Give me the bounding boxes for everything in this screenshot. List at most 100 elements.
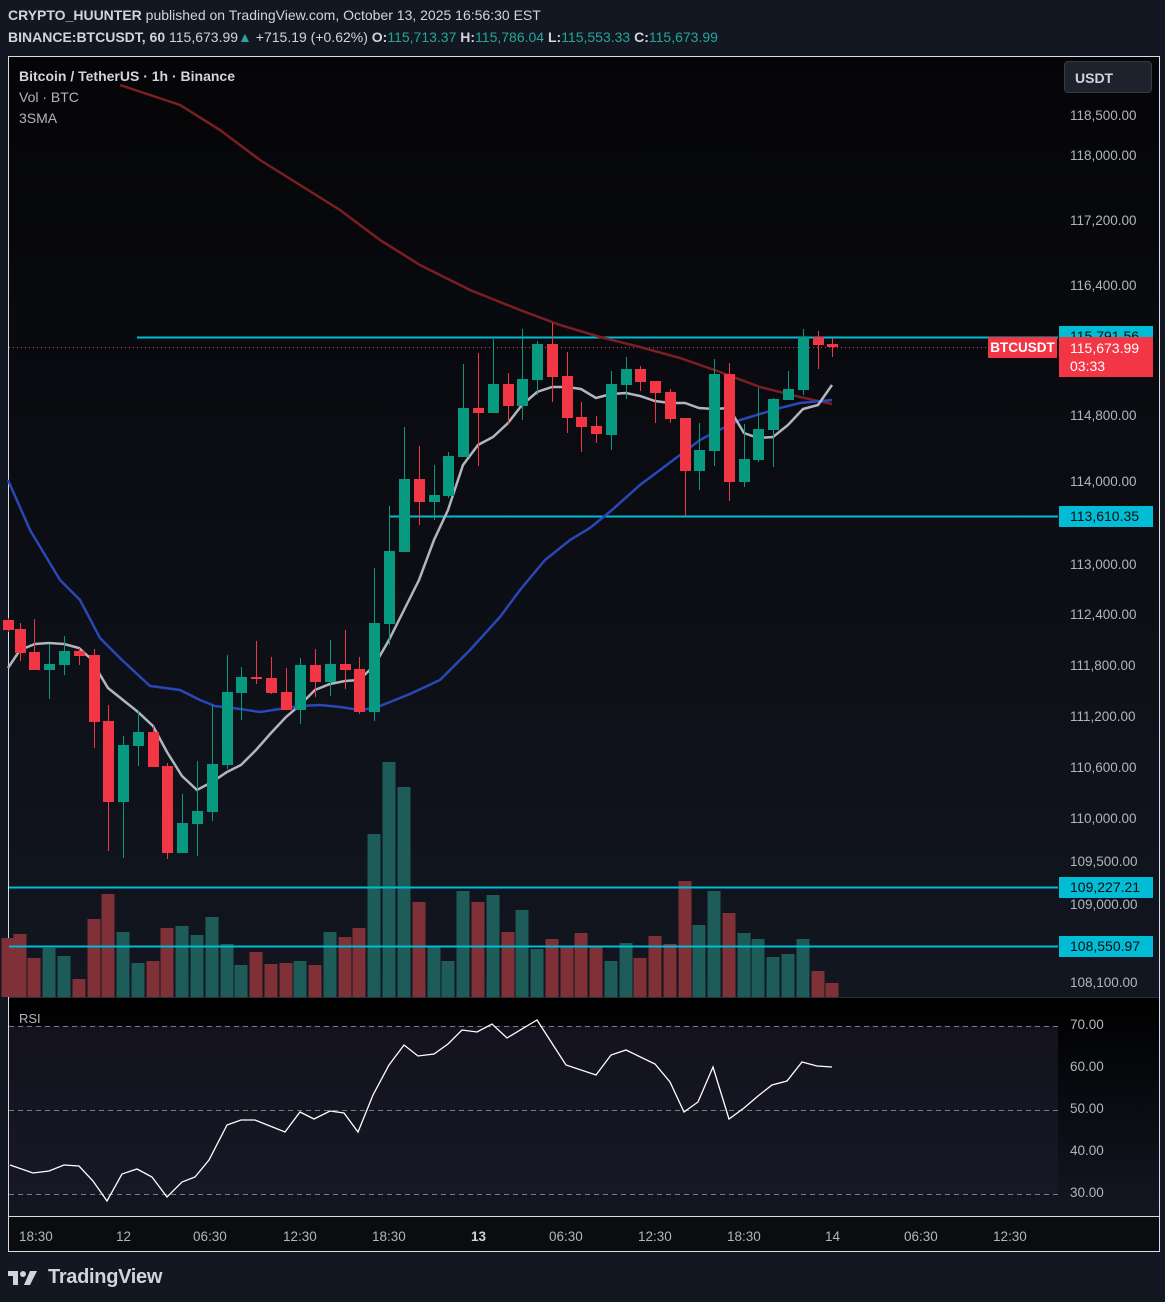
price-axis-label: 110,600.00 (1070, 760, 1137, 775)
candle-body (635, 369, 646, 382)
volume-bar (175, 926, 189, 997)
low-label: L: (547, 29, 562, 45)
volume-bar (825, 983, 839, 997)
bar-countdown: 03:33 (1070, 358, 1106, 374)
legend-volume[interactable]: Vol · BTC (19, 89, 79, 105)
volume-bar (367, 834, 381, 997)
candle-body (266, 678, 277, 693)
volume-bar (663, 944, 677, 997)
candle-body (621, 369, 632, 385)
open-label: O: (371, 29, 388, 45)
publisher-name[interactable]: CRYPTO_HUUNTER (8, 7, 142, 23)
volume-bar (42, 948, 56, 997)
tradingview-logo[interactable]: TradingView (8, 1266, 162, 1289)
candle-body (118, 745, 129, 802)
current-price-value: 115,673.99 (1070, 340, 1140, 356)
candle-body (783, 389, 794, 400)
volume-bar (27, 958, 41, 997)
volume-bar (456, 891, 470, 997)
price-axis-label: 112,400.00 (1070, 607, 1137, 622)
candle-body (650, 381, 661, 393)
candle-body (768, 399, 779, 430)
price-axis-label: 114,000.00 (1070, 474, 1137, 489)
volume-bar (781, 954, 795, 997)
candle-body (724, 374, 735, 482)
candle-body (503, 384, 514, 406)
candle-body (59, 651, 70, 665)
candle-body (739, 459, 750, 482)
candle-body (222, 692, 233, 765)
time-axis-label: 14 (825, 1229, 841, 1244)
candle-body (813, 337, 824, 345)
time-axis-label: 06:30 (549, 1229, 583, 1244)
volume-bar (338, 937, 352, 997)
rsi-polyline (9, 1019, 833, 1203)
volume-bar (190, 935, 204, 997)
legend-title[interactable]: Bitcoin / TetherUS · 1h · Binance (19, 68, 235, 84)
price-axis-label: 114,800.00 (1070, 408, 1137, 423)
volume-bar (249, 952, 263, 997)
volume-bar (293, 961, 307, 997)
candle-body (192, 811, 203, 824)
candle-body (325, 664, 336, 682)
volume-bar (382, 762, 396, 997)
symbol-price-tag: BTCUSDT (988, 337, 1057, 358)
candle-body (295, 665, 306, 710)
rsi-axis-label: 70.00 (1070, 1017, 1104, 1032)
candle-body (473, 408, 484, 413)
volume-bar (707, 891, 721, 997)
candle-body (429, 495, 440, 502)
price-axis-label: 111,800.00 (1070, 658, 1136, 673)
candle-body (133, 732, 144, 746)
candle-body (414, 479, 425, 502)
candle-body (753, 429, 764, 460)
volume-bar (604, 961, 618, 997)
candle-body (458, 408, 469, 457)
volume-bar (545, 939, 559, 997)
volume-bar (116, 932, 130, 997)
volume-bar (574, 933, 588, 997)
volume-bar (441, 961, 455, 997)
volume-bar (560, 946, 574, 997)
volume-bar (589, 947, 603, 997)
volume-bar (87, 919, 101, 997)
volume-bar (352, 928, 366, 997)
currency-unit-button[interactable]: USDT (1064, 61, 1152, 93)
rsi-axis-label: 30.00 (1070, 1185, 1104, 1200)
candle-body (798, 337, 809, 390)
price-axis-label: 109,000.00 (1070, 897, 1138, 912)
volume-bar (678, 881, 692, 997)
volume-bar (737, 933, 751, 997)
tradingview-brand: TradingView (48, 1266, 163, 1288)
time-axis-label: 12:30 (638, 1229, 672, 1244)
price-axis-label: 118,000.00 (1070, 148, 1137, 163)
volume-bar (234, 965, 248, 997)
candle-body (89, 655, 100, 722)
rsi-legend[interactable]: RSI (19, 1011, 41, 1026)
rsi-axis-label: 50.00 (1070, 1101, 1104, 1116)
price-axis-label: 113,000.00 (1070, 557, 1137, 572)
time-axis-label: 06:30 (193, 1229, 227, 1244)
volume-bar (279, 963, 293, 997)
candle-body (562, 376, 573, 418)
symbol-label: BINANCE:BTCUSDT, 60 (8, 29, 166, 45)
volume-bar (13, 934, 27, 997)
price-axis-label: 118,500.00 (1070, 108, 1137, 123)
horizontal-levels[interactable] (9, 336, 1058, 948)
time-axis-label: 12 (116, 1229, 132, 1244)
rsi-axis-label: 40.00 (1070, 1143, 1104, 1158)
legend-indicator[interactable]: 3SMA (19, 110, 58, 126)
sma-mid-line (6, 398, 833, 714)
time-axis-label: 12:30 (993, 1229, 1027, 1244)
volume-bar (160, 928, 174, 997)
volume-bar (530, 949, 544, 997)
level-price-tag: 108,550.97 (1059, 936, 1153, 957)
candle-body (369, 623, 380, 712)
main-pane-bg (9, 57, 1159, 997)
volume-bar (146, 961, 160, 997)
volume-bar (633, 958, 647, 997)
current-price-tag: 115,673.99 03:33 (1059, 337, 1153, 377)
price-axis-label: 111,200.00 (1070, 709, 1136, 724)
time-axis-label: 18:30 (727, 1229, 761, 1244)
